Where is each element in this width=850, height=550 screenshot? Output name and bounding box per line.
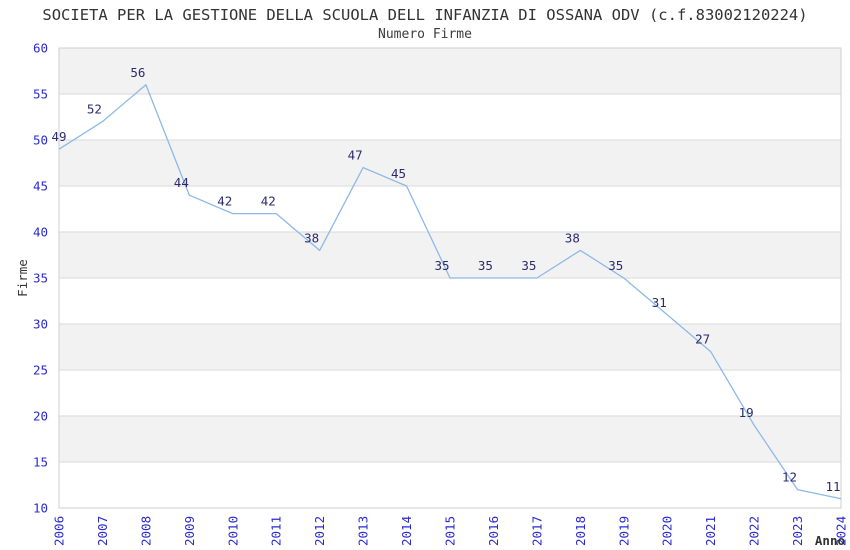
x-tick-label: 2009 xyxy=(182,516,197,546)
grid-band xyxy=(59,416,841,462)
x-tick-label: 2016 xyxy=(486,516,501,546)
point-label: 49 xyxy=(51,129,66,144)
x-tick-label: 2020 xyxy=(660,516,675,546)
y-tick-label: 50 xyxy=(33,133,48,148)
point-label: 56 xyxy=(130,65,145,80)
point-label: 47 xyxy=(348,148,363,163)
x-tick-label: 2008 xyxy=(138,516,153,546)
grid-band xyxy=(59,186,841,232)
x-tick-label: 2010 xyxy=(225,516,240,546)
point-label: 35 xyxy=(608,258,623,273)
point-label: 45 xyxy=(391,166,406,181)
point-label: 42 xyxy=(261,194,276,209)
point-label: 12 xyxy=(782,470,797,485)
point-label: 38 xyxy=(304,230,319,245)
grid-band xyxy=(59,462,841,508)
grid-band xyxy=(59,370,841,416)
x-tick-label: 2019 xyxy=(616,516,631,546)
grid-band xyxy=(59,94,841,140)
x-axis-title: Anno xyxy=(815,533,845,548)
point-label: 38 xyxy=(565,230,580,245)
y-tick-label: 35 xyxy=(33,271,48,286)
y-axis-title: Firme xyxy=(15,259,30,297)
y-tick-label: 45 xyxy=(33,179,48,194)
y-tick-label: 55 xyxy=(33,87,48,102)
y-tick-label: 40 xyxy=(33,225,48,240)
x-tick-label: 2006 xyxy=(52,516,67,546)
point-label: 44 xyxy=(174,175,189,190)
grid-band xyxy=(59,232,841,278)
x-tick-label: 2018 xyxy=(573,516,588,546)
x-tick-label: 2011 xyxy=(269,516,284,546)
point-label: 42 xyxy=(217,194,232,209)
x-tick-label: 2014 xyxy=(399,516,414,546)
plot-border xyxy=(58,47,842,509)
x-tick-label: 2024 xyxy=(834,516,849,546)
y-tick-label: 10 xyxy=(33,501,48,516)
grid-band xyxy=(59,140,841,186)
x-tick-label: 2023 xyxy=(790,516,805,546)
x-tick-label: 2013 xyxy=(356,516,371,546)
point-label: 35 xyxy=(521,258,536,273)
x-tick-label: 2021 xyxy=(703,516,718,546)
point-label: 27 xyxy=(695,332,710,347)
grid-band xyxy=(59,48,841,94)
y-tick-label: 25 xyxy=(33,363,48,378)
chart-title: SOCIETA PER LA GESTIONE DELLA SCUOLA DEL… xyxy=(42,6,808,24)
point-label: 19 xyxy=(739,405,754,420)
point-label: 52 xyxy=(87,102,102,117)
grid-band xyxy=(59,324,841,370)
y-tick-label: 30 xyxy=(33,317,48,332)
series-line xyxy=(58,84,842,500)
chart-subtitle: Numero Firme xyxy=(378,27,472,42)
y-tick-label: 60 xyxy=(33,41,48,56)
x-tick-label: 2017 xyxy=(529,516,544,546)
grid-band xyxy=(59,278,841,324)
y-tick-label: 15 xyxy=(33,455,48,470)
point-label: 11 xyxy=(825,479,840,494)
point-label: 35 xyxy=(434,258,449,273)
x-tick-label: 2022 xyxy=(747,516,762,546)
y-tick-label: 20 xyxy=(33,409,48,424)
x-tick-label: 2015 xyxy=(443,516,458,546)
x-tick-label: 2007 xyxy=(95,516,110,546)
point-label: 31 xyxy=(652,295,667,310)
x-tick-label: 2012 xyxy=(312,516,327,546)
point-label: 35 xyxy=(478,258,493,273)
